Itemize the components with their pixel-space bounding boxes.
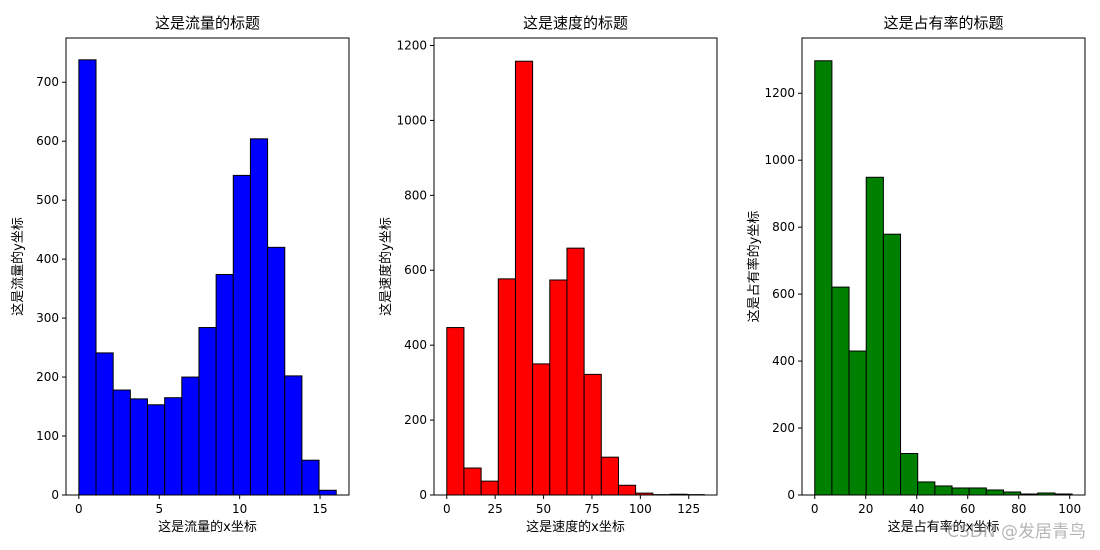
subplot-2: 0 25 50 75 100 125 0 200 400 600 800 1000 1200 这是速度的标… xyxy=(378,14,718,535)
histogram-bar xyxy=(95,352,114,496)
x-tick-label: 20 xyxy=(858,502,873,516)
x-axis-label: 这是占有率的x坐标 xyxy=(888,519,1000,535)
y-tick-label: 200 xyxy=(36,370,59,384)
x-tick-label: 60 xyxy=(960,502,975,516)
histogram-bar xyxy=(446,327,465,496)
y-tick-label: 1000 xyxy=(396,113,427,127)
y-tick-label: 700 xyxy=(36,75,59,89)
histogram-bar xyxy=(934,485,953,496)
histogram-bar xyxy=(848,350,867,496)
x-tick-label: 25 xyxy=(488,502,503,516)
axes-frame xyxy=(65,37,350,496)
histogram-bar xyxy=(882,233,902,496)
histogram-bar xyxy=(284,375,303,496)
y-tick-label: 500 xyxy=(36,193,59,207)
x-tick-label: 5 xyxy=(155,502,163,516)
x-tick-label: 0 xyxy=(443,502,451,516)
histogram-bar xyxy=(146,404,166,496)
histogram-bar xyxy=(112,389,131,496)
histogram-bar xyxy=(249,138,269,496)
chart-title: 这是占有率的标题 xyxy=(883,14,1003,32)
histogram-bar xyxy=(985,489,1004,496)
x-tick-label: 0 xyxy=(75,502,83,516)
y-tick-label: 100 xyxy=(36,429,59,443)
histogram-bar xyxy=(532,363,551,496)
histogram-bar xyxy=(951,487,970,496)
x-tick-label: 50 xyxy=(536,502,551,516)
histogram-bar xyxy=(865,176,884,496)
histogram-bar xyxy=(583,373,602,496)
histogram-bar xyxy=(900,452,919,496)
histogram-bar xyxy=(617,484,637,496)
histogram-bar xyxy=(480,480,499,496)
histogram-bar xyxy=(301,459,320,496)
y-axis-label: 这是流量的y坐标 xyxy=(10,217,26,316)
y-tick-label: 600 xyxy=(36,134,59,148)
y-axis-label: 这是占有率的y坐标 xyxy=(746,211,762,323)
y-tick-label: 300 xyxy=(36,311,59,325)
axes-frame xyxy=(433,37,718,496)
x-tick-label: 100 xyxy=(1058,502,1081,516)
histogram-bar xyxy=(917,481,936,496)
histogram-bar xyxy=(78,59,97,496)
y-tick-label: 400 xyxy=(404,338,427,352)
histogram-bar xyxy=(181,376,200,496)
subplot-1: 0 5 10 150100200300400500600700这是流量的标题这是流量的… xyxy=(10,14,350,535)
histogram-bar xyxy=(566,247,585,496)
y-tick-label: 400 xyxy=(36,252,59,266)
histogram-bar xyxy=(198,327,217,496)
y-tick-label: 0 xyxy=(419,488,427,502)
histogram-bar xyxy=(600,456,619,496)
x-tick-label: 125 xyxy=(677,502,700,516)
y-tick-label: 800 xyxy=(404,188,427,202)
histogram-bar xyxy=(129,398,148,496)
x-tick-label: 40 xyxy=(909,502,924,516)
y-tick-label: 800 xyxy=(772,220,795,234)
x-axis-label: 这是速度的x坐标 xyxy=(526,519,625,535)
subplot-3: 0 20 40 60 80 100020040060080010001200这是占有率的标… xyxy=(746,14,1086,535)
histogram-bar xyxy=(215,273,234,496)
histogram-bar xyxy=(549,279,568,496)
y-tick-label: 1200 xyxy=(396,38,427,52)
x-axis-label: 这是流量的x坐标 xyxy=(158,519,257,535)
histogram-bar xyxy=(463,467,482,496)
histogram-bar xyxy=(497,278,516,496)
x-tick-label: 100 xyxy=(629,502,652,516)
y-tick-label: 200 xyxy=(772,421,795,435)
histogram-bar xyxy=(267,246,286,496)
chart-title: 这是速度的标题 xyxy=(523,14,628,32)
chart-title: 这是流量的标题 xyxy=(155,14,260,32)
x-tick-label: 75 xyxy=(584,502,599,516)
histogram-bar xyxy=(968,487,987,496)
axes-frame xyxy=(801,37,1086,496)
y-tick-label: 0 xyxy=(787,488,795,502)
y-axis-label: 这是速度的y坐标 xyxy=(378,217,394,316)
x-tick-label: 0 xyxy=(811,502,819,516)
histogram-bar xyxy=(814,60,833,496)
x-tick-label: 10 xyxy=(232,502,247,516)
watermark: CSDN @发居青鸟 xyxy=(947,522,1086,542)
y-tick-label: 600 xyxy=(772,287,795,301)
histogram-bar xyxy=(831,286,850,496)
x-tick-label: 15 xyxy=(312,502,327,516)
y-tick-label: 0 xyxy=(51,488,59,502)
y-tick-label: 600 xyxy=(404,263,427,277)
x-tick-label: 80 xyxy=(1011,502,1026,516)
histogram-bar xyxy=(318,489,337,496)
histogram-bar xyxy=(164,397,183,496)
y-tick-label: 1000 xyxy=(764,153,795,167)
histogram-bar xyxy=(232,174,251,496)
y-tick-label: 1200 xyxy=(764,86,795,100)
y-tick-label: 400 xyxy=(772,354,795,368)
y-tick-label: 200 xyxy=(404,413,427,427)
histogram-bar xyxy=(514,60,534,496)
